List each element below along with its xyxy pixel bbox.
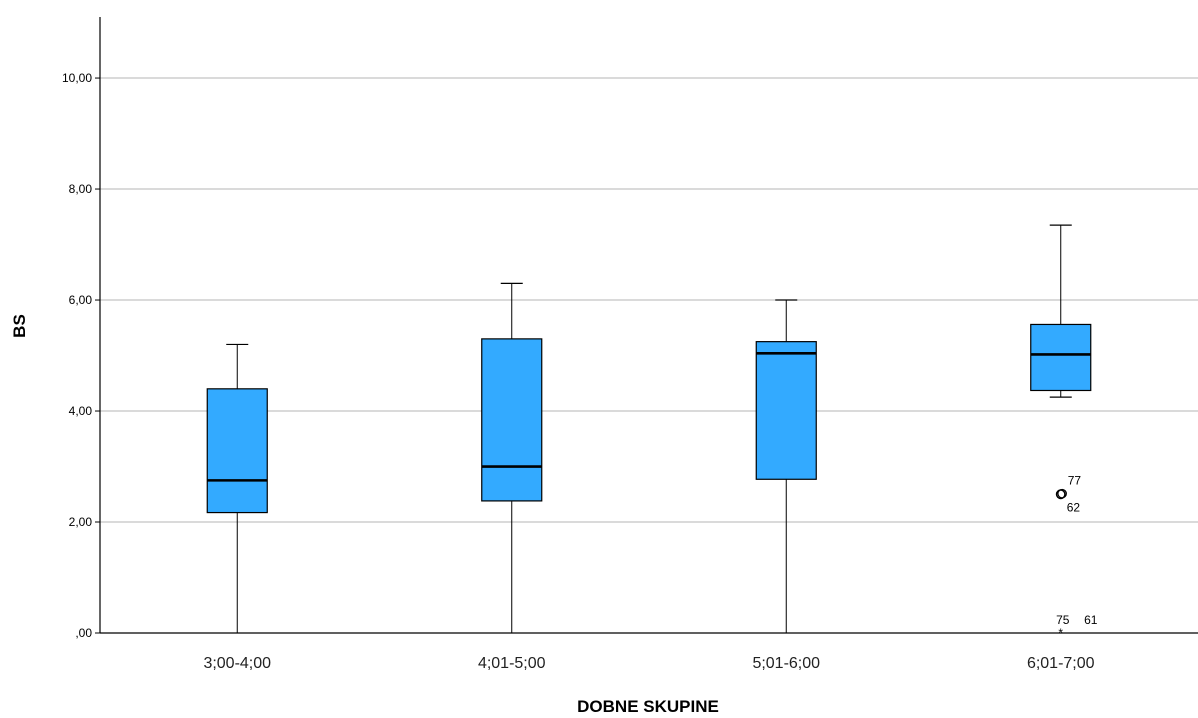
y-tick-label: 4,00 [69, 404, 93, 418]
extreme-label: 75 [1056, 613, 1070, 627]
box-group [481, 282, 543, 633]
box-group [206, 343, 268, 633]
outlier-label: 77 [1068, 473, 1082, 487]
gridlines [100, 77, 1198, 523]
x-axis-title: DOBNE SKUPINE [577, 697, 719, 716]
x-tick-label: 6;01-7;00 [1027, 655, 1095, 672]
iqr-box [206, 388, 268, 514]
iqr-box [1030, 323, 1092, 392]
y-tick-label: 2,00 [69, 515, 93, 529]
x-tick-label: 5;01-6;00 [752, 655, 820, 672]
x-tick-label: 3;00-4;00 [203, 655, 271, 672]
box-group [755, 299, 817, 633]
iqr-box [481, 338, 543, 502]
outlier-label: 62 [1067, 500, 1081, 514]
y-axis-title: BS [10, 314, 29, 338]
outlier-point [1057, 488, 1067, 499]
axes: ,00 2,00 4,00 6,00 8,00 10,00 3;00-4;00 4;01-5;… [62, 17, 1198, 672]
y-tick-label: ,00 [75, 626, 92, 640]
x-tick-label: 4;01-5;00 [478, 655, 546, 672]
iqr-box [755, 341, 817, 480]
y-tick-label: 10,00 [62, 71, 92, 85]
y-tick-label: 8,00 [69, 182, 93, 196]
y-tick-label: 6,00 [69, 293, 93, 307]
extreme-label: 61 [1084, 613, 1098, 627]
